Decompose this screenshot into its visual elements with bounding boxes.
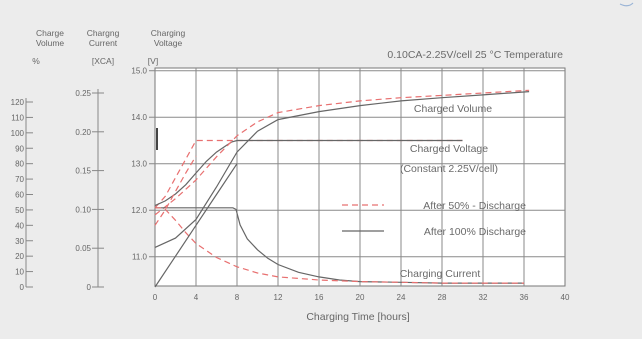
voltage-axis-head-line2: Voltage — [154, 38, 183, 48]
volume-tick-label: 110 — [11, 113, 24, 122]
annotation-charging-current: Charging Current — [400, 268, 481, 280]
x-tick-label: 36 — [520, 293, 529, 302]
volume-tick-label: 0 — [20, 283, 25, 292]
voltage-axis-head-line1: Charging — [151, 28, 186, 38]
x-axis-title: Charging Time [hours] — [306, 311, 409, 323]
volume-tick-label: 80 — [15, 160, 24, 169]
chart-title: 0.10CA-2.25V/cell 25 °C Temperature — [387, 49, 563, 61]
volume-tick-label: 20 — [15, 252, 24, 261]
voltage-tick-label: 13.0 — [131, 160, 147, 169]
current-axis-unit: [XCA] — [92, 56, 114, 66]
volume-axis-unit: % — [32, 56, 40, 66]
volume-tick-label: 50 — [15, 206, 24, 215]
annotation-charged-volume: Charged Volume — [414, 103, 492, 115]
current-tick-label: 0.05 — [75, 244, 91, 253]
y-axes: 11.0 12.0 13.0 14.0 15.0 0 10 20 30 40 50 60 70 80 90 1… — [11, 67, 155, 292]
series-line-volume-7 — [154, 155, 197, 226]
plot-grid — [154, 67, 566, 287]
series-line-current-4 — [155, 207, 524, 284]
x-tick-label: 28 — [438, 293, 447, 302]
series-line-volume-6 — [154, 163, 238, 288]
legend: After 50% - Discharge After 100% Discharg… — [342, 200, 526, 238]
x-tick-label: 4 — [194, 293, 199, 302]
current-axis-head-line1: Chargng — [87, 28, 120, 38]
x-tick-label: 0 — [153, 293, 158, 302]
annotation-constant-voltage: (Constant 2.25V/cell) — [400, 163, 498, 175]
x-tick-label: 20 — [356, 293, 365, 302]
current-axis-head-line2: Current — [89, 38, 118, 48]
series-line-current-5 — [155, 207, 524, 284]
x-tick-label: 24 — [397, 293, 406, 302]
series-line-voltage-2 — [154, 89, 530, 216]
volume-tick-label: 70 — [15, 175, 24, 184]
current-tick-label: 0.15 — [75, 167, 91, 176]
legend-label-0: After 50% - Discharge — [423, 200, 526, 212]
volume-tick-label: 60 — [15, 191, 24, 200]
legend-label-1: After 100% Discharge — [424, 226, 526, 238]
voltage-axis-unit: [V] — [148, 56, 158, 66]
corner-mark-icon — [619, 2, 634, 7]
x-tick-label: 12 — [274, 293, 283, 302]
series-line-voltage-3 — [154, 91, 530, 248]
annotation-charged-voltage: Charged Voltage — [410, 143, 488, 155]
volume-axis-head-line1: Charge — [36, 28, 64, 38]
x-tick-label: 32 — [479, 293, 488, 302]
current-tick-label: 0.20 — [75, 128, 91, 137]
voltage-tick-label: 15.0 — [131, 67, 147, 76]
volume-tick-label: 90 — [15, 144, 24, 153]
volume-axis-head-line2: Volume — [36, 38, 65, 48]
volume-tick-label: 30 — [15, 237, 24, 246]
x-tick-label: 40 — [561, 293, 570, 302]
series-lines — [154, 89, 530, 288]
voltage-tick-label: 12.0 — [131, 206, 147, 215]
current-tick-label: 0 — [87, 283, 92, 292]
current-tick-label: 0.10 — [75, 205, 91, 214]
x-tick-label: 8 — [235, 293, 240, 302]
current-tick-label: 0.25 — [75, 89, 91, 98]
voltage-tick-label: 11.0 — [132, 253, 148, 262]
volume-tick-label: 120 — [11, 98, 25, 107]
x-tick-label: 16 — [315, 293, 324, 302]
volume-tick-label: 100 — [11, 129, 25, 138]
volume-tick-label: 40 — [15, 221, 24, 230]
voltage-tick-label: 14.0 — [131, 113, 147, 122]
volume-tick-label: 10 — [15, 268, 24, 277]
